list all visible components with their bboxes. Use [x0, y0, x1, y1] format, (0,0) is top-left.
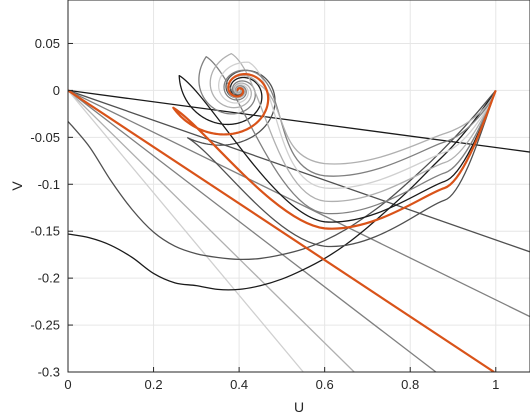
x-tick-label: 0: [64, 377, 71, 392]
y-tick-label: -0.3: [38, 365, 60, 380]
y-tick-label: -0.2: [38, 271, 60, 286]
y-tick-label: -0.15: [30, 224, 60, 239]
y-axis-ticks: 0.05 0 -0.05 -0.1 -0.15 -0.2 -0.25 -0.3: [30, 36, 73, 380]
y-tick-label: 0.05: [35, 36, 60, 51]
y-tick-label: 0: [53, 83, 60, 98]
x-tick-label: 1: [492, 377, 499, 392]
series-line-9: [68, 89, 497, 261]
series-line-6: [68, 89, 304, 372]
y-tick-label: -0.05: [30, 130, 60, 145]
x-tick-label: 0.2: [145, 377, 163, 392]
series-group: [68, 52, 530, 372]
y-tick-label: -0.1: [38, 177, 60, 192]
x-tick-label: 0.4: [230, 377, 248, 392]
series-line-1: [68, 89, 530, 153]
x-axis-label: U: [294, 399, 304, 415]
x-axis-ticks: 0 0.2 0.4 0.6 0.8 1: [64, 367, 499, 392]
y-tick-label: -0.25: [30, 318, 60, 333]
plot-frame: [67, 0, 530, 373]
series-line-2: [68, 89, 530, 253]
series-line-5: [68, 89, 355, 372]
series-line-4: [68, 89, 437, 372]
x-tick-label: 0.6: [316, 377, 334, 392]
series-line-3: [68, 89, 530, 318]
spiral-trajectory-2: [172, 73, 497, 230]
series-line-7: [68, 89, 495, 372]
spiral-trajectory-8: [227, 74, 497, 165]
y-axis-label: V: [9, 181, 25, 191]
series-line-8: [68, 90, 497, 291]
x-tick-label: 0.8: [401, 377, 419, 392]
